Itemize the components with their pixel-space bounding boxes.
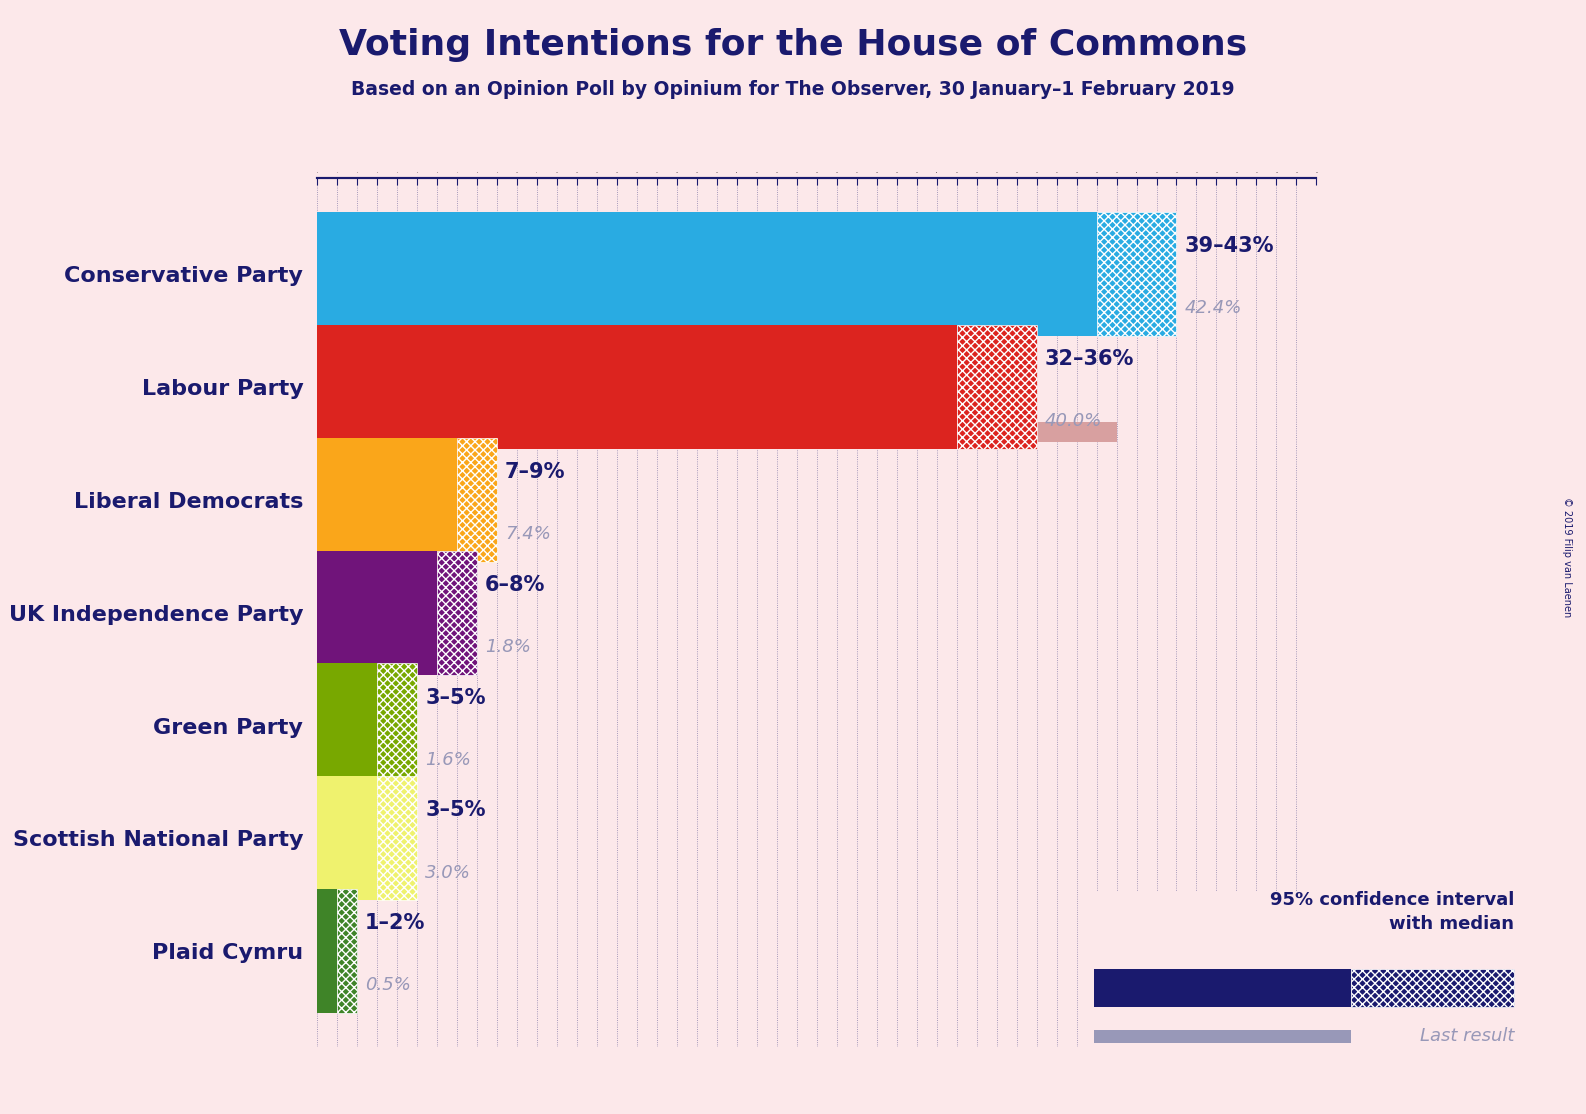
Text: 0.5%: 0.5% bbox=[365, 976, 411, 995]
Bar bbox=[317, 664, 377, 788]
Text: 1.6%: 1.6% bbox=[425, 751, 471, 769]
Text: 1.8%: 1.8% bbox=[485, 638, 531, 656]
Bar bbox=[317, 212, 1096, 336]
Bar bbox=[317, 873, 377, 893]
Bar bbox=[1096, 212, 1177, 336]
Text: 3–5%: 3–5% bbox=[425, 687, 485, 707]
Text: 42.4%: 42.4% bbox=[1185, 300, 1242, 317]
Text: 7.4%: 7.4% bbox=[504, 525, 550, 543]
Text: 32–36%: 32–36% bbox=[1045, 349, 1134, 369]
Bar bbox=[317, 421, 1117, 442]
Bar bbox=[317, 535, 465, 555]
Text: 3–5%: 3–5% bbox=[425, 801, 485, 821]
Bar bbox=[317, 647, 354, 667]
Text: Voting Intentions for the House of Commons: Voting Intentions for the House of Commo… bbox=[339, 28, 1247, 62]
Text: 40.0%: 40.0% bbox=[1045, 412, 1102, 430]
Bar bbox=[457, 438, 496, 561]
Text: 3.0%: 3.0% bbox=[425, 863, 471, 881]
Text: © 2019 Filip van Laenen: © 2019 Filip van Laenen bbox=[1562, 497, 1572, 617]
Bar bbox=[317, 889, 338, 1014]
Text: 1–2%: 1–2% bbox=[365, 913, 425, 934]
Bar bbox=[317, 309, 1164, 329]
Text: Based on an Opinion Poll by Opinium for The Observer, 30 January–1 February 2019: Based on an Opinion Poll by Opinium for … bbox=[351, 80, 1235, 99]
Bar bbox=[377, 664, 417, 788]
Bar bbox=[1094, 1029, 1351, 1043]
Bar bbox=[317, 776, 377, 900]
Text: 7–9%: 7–9% bbox=[504, 462, 566, 482]
Text: 6–8%: 6–8% bbox=[485, 575, 546, 595]
Bar bbox=[338, 889, 357, 1014]
Text: Last result: Last result bbox=[1419, 1027, 1515, 1045]
Bar bbox=[956, 325, 1037, 449]
Text: 95% confidence interval
with median: 95% confidence interval with median bbox=[1270, 891, 1515, 932]
Bar bbox=[317, 325, 956, 449]
Bar bbox=[1094, 969, 1351, 1007]
Bar bbox=[377, 776, 417, 900]
Text: 39–43%: 39–43% bbox=[1185, 236, 1274, 256]
Bar bbox=[317, 550, 438, 675]
Bar bbox=[317, 760, 349, 781]
Bar bbox=[438, 550, 477, 675]
Bar bbox=[317, 986, 327, 1006]
Bar bbox=[317, 438, 457, 561]
Bar bbox=[1351, 969, 1515, 1007]
